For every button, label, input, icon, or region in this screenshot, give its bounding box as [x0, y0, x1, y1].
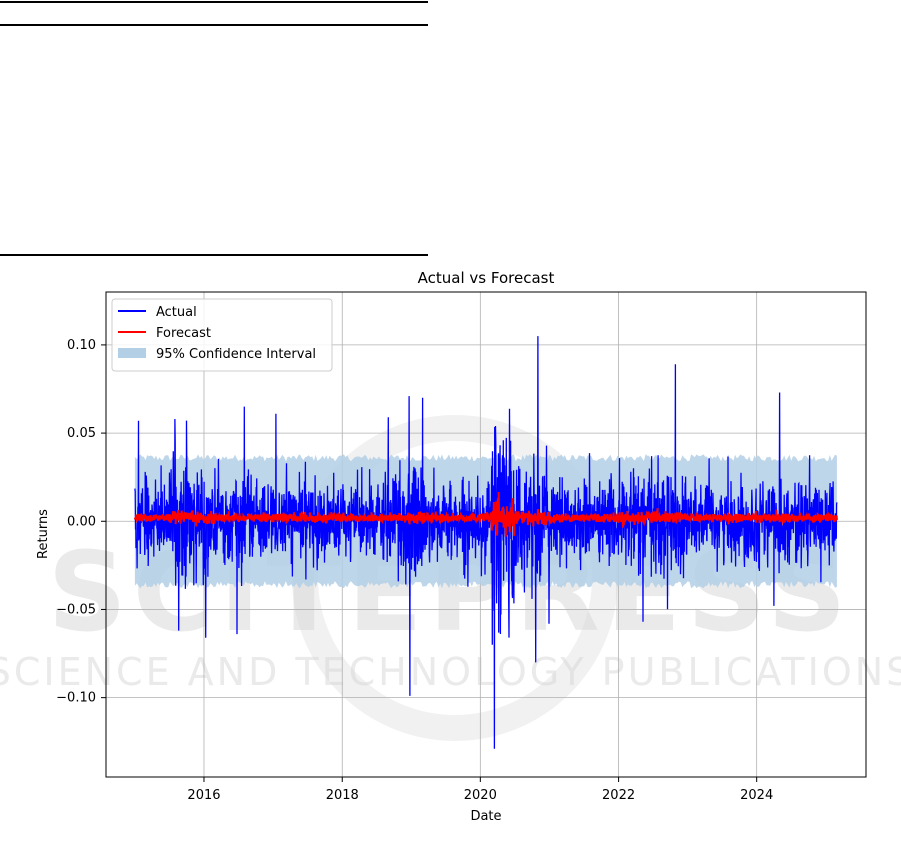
- forecast-line: [133, 491, 838, 537]
- top-rule-3: [0, 254, 428, 256]
- plot-frame: [105, 291, 867, 778]
- x-axis-title: Date: [470, 809, 501, 824]
- x-tick-label: 2024: [740, 788, 773, 803]
- top-rule-2: [0, 24, 428, 26]
- legend-ci-swatch: [118, 348, 146, 358]
- y-tick-label: 0.05: [67, 426, 96, 441]
- y-axis-title: Returns: [36, 509, 51, 559]
- legend-actual-label: Actual: [156, 305, 197, 320]
- y-tick-label: 0.10: [67, 338, 96, 353]
- y-axis-ticks: −0.10 −0.05 0.00 0.05 0.10: [56, 338, 106, 706]
- legend-box: [111, 298, 333, 372]
- x-tick-label: 2016: [187, 788, 220, 803]
- top-rule-1: [0, 1, 428, 3]
- y-tick-label: −0.10: [56, 691, 96, 706]
- legend-forecast-label: Forecast: [156, 326, 211, 341]
- watermark-sub: SCIENCE AND TECHNOLOGY PUBLICATIONS: [0, 650, 901, 694]
- x-tick-label: 2020: [464, 788, 497, 803]
- x-tick-label: 2018: [326, 788, 359, 803]
- y-tick-label: −0.05: [56, 602, 96, 617]
- x-tick-label: 2022: [602, 788, 635, 803]
- y-tick-label: 0.00: [67, 514, 96, 529]
- chart-title: Actual vs Forecast: [418, 269, 555, 287]
- forecast-series-layer: [133, 491, 838, 537]
- legend-ci-label: 95% Confidence Interval: [156, 347, 316, 362]
- legend: Actual Forecast 95% Confidence Interval: [111, 298, 333, 372]
- x-axis-ticks: 2016 2018 2020 2022 2024: [187, 777, 773, 803]
